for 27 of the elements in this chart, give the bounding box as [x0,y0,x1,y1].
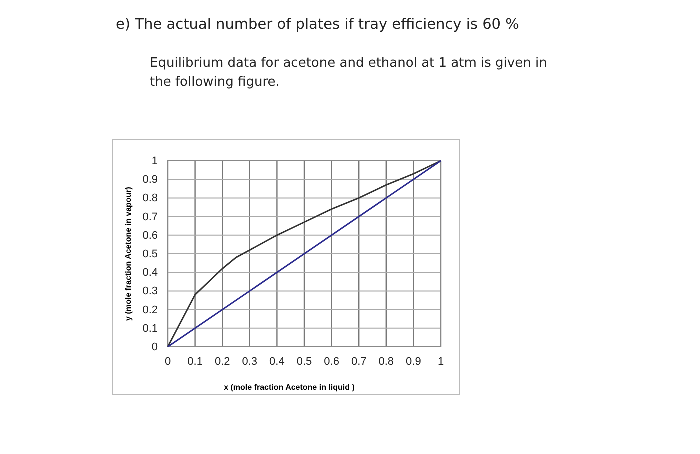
x-tick-label: 0.1 [188,356,203,368]
x-tick-label: 0.3 [242,356,258,368]
y-tick-label: 0.9 [142,174,158,186]
x-tick-label: 0.4 [270,356,285,368]
y-tick-label: 0.1 [142,322,158,335]
y-tick-label: 0.3 [142,286,158,298]
x-tick-label: 0.9 [406,356,422,368]
y-tick-label: 0.2 [142,304,158,316]
chart-subtitle: Equilibrium data for acetone and ethanol at 1 atm is given in the following figure. [150,56,548,90]
y-tick-label: 0.5 [142,248,158,261]
x-tick-label: 0.7 [351,356,367,368]
chart-title: e) The actual number of plates if tray efficiency is 60 % [116,17,520,33]
y-tick-label: 0.8 [142,192,158,205]
line-series [167,160,442,348]
y-axis-title: y (mole fraction Acetone in vapour) [124,186,133,321]
y-tick-label: 0.4 [142,267,158,280]
x-tick-label: 0 [164,356,172,368]
x-tick-label: 0.6 [324,356,340,368]
y-tick-label: 0.7 [142,211,158,224]
x-axis-title: x (mole fraction Acetone in liquid ) [224,383,356,392]
x-tick-label: 0.5 [296,356,312,368]
x-tick-label: 0.2 [214,356,230,368]
y-tick-label: 0 [152,342,158,354]
y-tick-label: 0.6 [142,230,158,242]
y-tick-label: 1 [152,156,158,168]
x-tick-label: 0.8 [378,356,394,368]
x-tick-label: 1 [438,356,444,368]
